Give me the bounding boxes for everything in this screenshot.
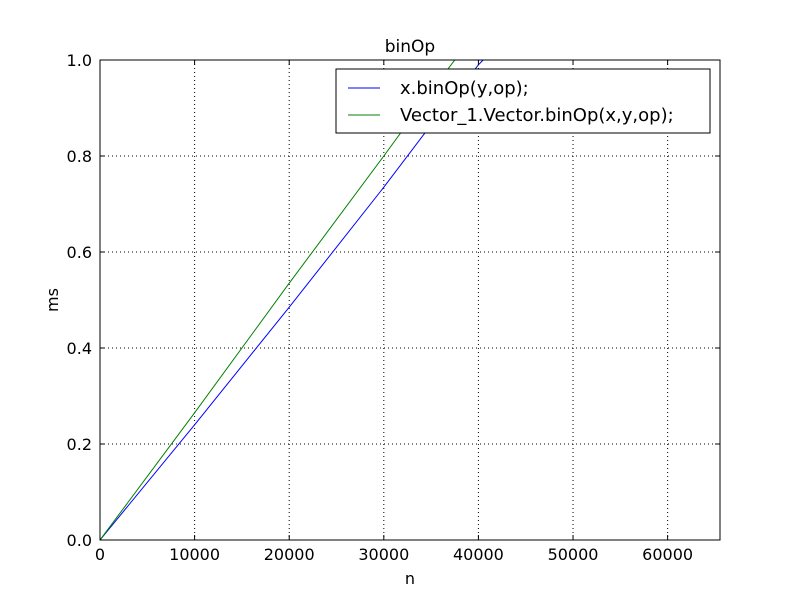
- y-tick-label: 0.0: [67, 531, 92, 550]
- x-axis-label: n: [405, 569, 415, 588]
- x-tick-label: 50000: [548, 545, 599, 564]
- y-tick-label: 0.2: [67, 435, 92, 454]
- y-axis-label: ms: [43, 288, 62, 312]
- legend-label-1: x.binOp(y,op);: [400, 78, 529, 99]
- legend-box: [335, 68, 711, 134]
- y-tick-label: 0.6: [67, 243, 92, 262]
- legend-label-2: Vector_1.Vector.binOp(x,y,op);: [400, 105, 674, 126]
- x-tick-label: 60000: [642, 545, 693, 564]
- x-tick-label: 20000: [264, 545, 315, 564]
- y-tick-label: 0.4: [67, 339, 92, 358]
- legend: x.binOp(y,op); Vector_1.Vector.binOp(x,y,…: [335, 68, 711, 134]
- ticks: 0 10000 20000 30000 40000 50000 60000 0.0 0.2 0.4…: [67, 51, 720, 564]
- x-tick-label: 0: [95, 545, 105, 564]
- y-tick-label: 0.8: [67, 147, 92, 166]
- y-tick-label: 1.0: [67, 51, 92, 70]
- grid: [100, 60, 720, 540]
- x-tick-label: 30000: [358, 545, 409, 564]
- x-tick-label: 40000: [453, 545, 504, 564]
- plot-frame: [99, 59, 721, 541]
- chart-title: binOp: [385, 37, 435, 57]
- x-tick-label: 10000: [169, 545, 220, 564]
